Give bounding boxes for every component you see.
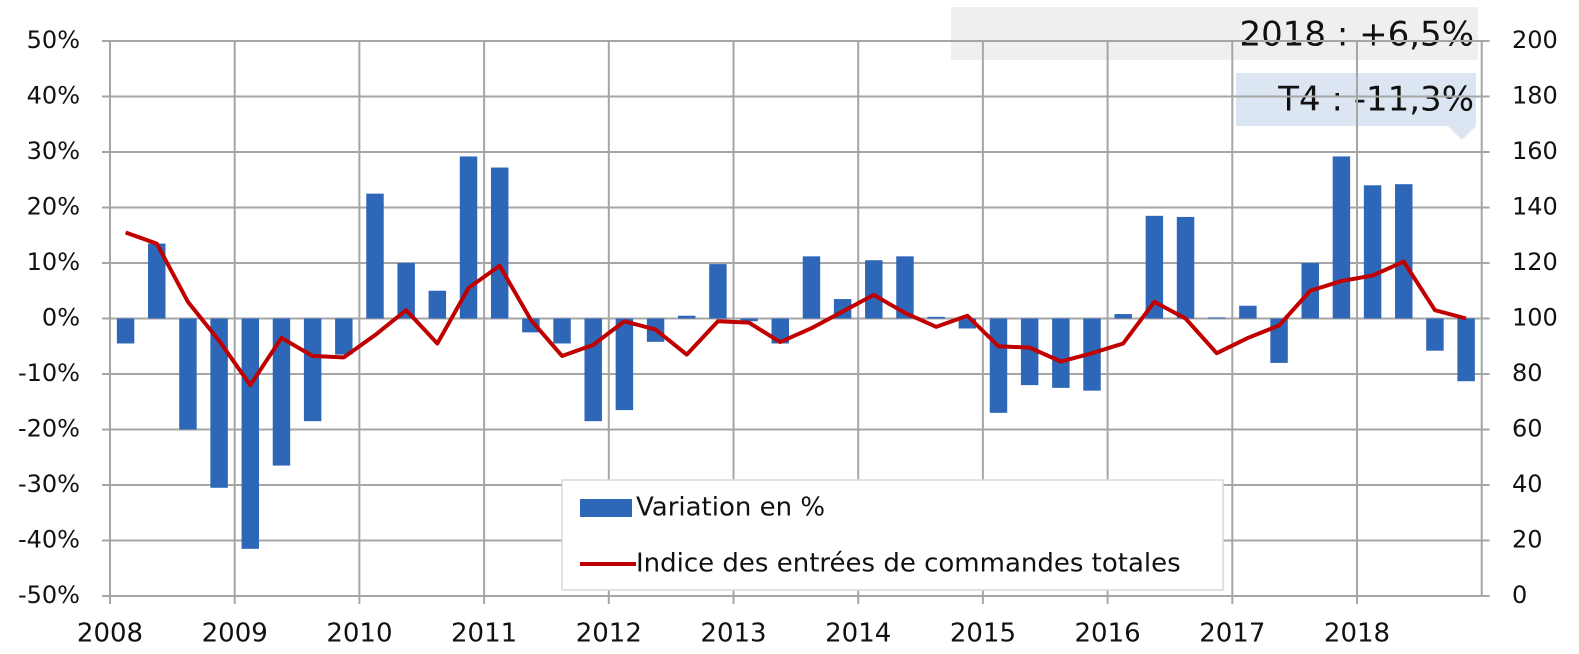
bar xyxy=(615,318,634,411)
x-tick-label: 2016 xyxy=(1075,619,1141,649)
bar xyxy=(678,315,696,319)
bar xyxy=(490,167,509,319)
legend-box xyxy=(561,479,1224,591)
x-tick-label: 2018 xyxy=(1324,619,1390,649)
bar xyxy=(303,318,322,422)
bar xyxy=(1052,318,1070,388)
bar xyxy=(116,318,135,344)
bar xyxy=(397,263,415,319)
bar xyxy=(709,264,727,319)
y2-tick-label: 0 xyxy=(1512,581,1527,609)
bar xyxy=(1332,156,1351,319)
y2-tick-label: 120 xyxy=(1512,248,1558,276)
line xyxy=(124,230,1467,388)
bar xyxy=(958,318,977,329)
y-tick-label: 0% xyxy=(42,304,80,332)
bar xyxy=(179,318,197,430)
x-tick-label: 2008 xyxy=(77,619,143,649)
bar xyxy=(989,318,1008,413)
bar xyxy=(428,290,447,319)
y2-tick-label: 160 xyxy=(1512,137,1558,165)
y-tick-label: 20% xyxy=(27,193,80,221)
x-tick-label: 2014 xyxy=(825,619,891,649)
bar xyxy=(1207,317,1226,319)
x-tick-label: 2011 xyxy=(451,619,517,649)
bar xyxy=(1020,318,1039,386)
bar xyxy=(241,318,260,549)
bar xyxy=(1145,215,1164,319)
bar xyxy=(553,318,571,344)
annotation-pointer xyxy=(1448,126,1476,140)
x-tick-label: 2017 xyxy=(1199,619,1265,649)
x-tick-label: 2012 xyxy=(576,619,642,649)
y2-tick-label: 80 xyxy=(1512,359,1543,387)
y2-tick-label: 200 xyxy=(1512,26,1558,54)
y-tick-label: -30% xyxy=(18,470,80,498)
x-tick-label: 2015 xyxy=(950,619,1016,649)
y-tick-label: -40% xyxy=(18,526,80,554)
bar xyxy=(927,316,945,319)
y-tick-label: -10% xyxy=(18,359,80,387)
annotation: T4 : -11,3% xyxy=(1277,80,1474,120)
y-tick-label: -20% xyxy=(18,415,80,443)
y-tick-label: 50% xyxy=(27,26,80,54)
annotation-box xyxy=(951,7,1478,60)
y2-tick-label: 180 xyxy=(1512,82,1558,110)
bar xyxy=(584,318,602,422)
legend-label: Variation en % xyxy=(636,493,825,523)
bar xyxy=(1457,318,1475,382)
y2-tick-label: 60 xyxy=(1512,415,1543,443)
bar xyxy=(366,193,384,319)
y-tick-label: 40% xyxy=(27,82,80,110)
bar xyxy=(335,318,353,355)
bar xyxy=(740,318,758,322)
y2-tick-label: 100 xyxy=(1512,304,1558,332)
x-tick-label: 2010 xyxy=(326,619,392,649)
bar xyxy=(1239,305,1257,319)
bar xyxy=(459,156,478,319)
bar xyxy=(1270,318,1288,363)
y2-tick-label: 20 xyxy=(1512,526,1543,554)
y-tick-label: 10% xyxy=(27,248,80,276)
bar xyxy=(1114,314,1132,319)
legend-swatch xyxy=(580,499,632,517)
legend-label: Indice des entrées de commandes totales xyxy=(636,549,1181,579)
bar xyxy=(148,243,166,319)
x-tick-label: 2013 xyxy=(700,619,766,649)
bar xyxy=(802,256,821,319)
bar xyxy=(1395,184,1413,319)
y2-tick-label: 40 xyxy=(1512,470,1543,498)
x-tick-label: 2009 xyxy=(202,619,268,649)
bar xyxy=(1176,216,1195,319)
y2-tick-label: 140 xyxy=(1512,193,1558,221)
bar xyxy=(272,318,291,466)
y-tick-label: 30% xyxy=(27,137,80,165)
bar xyxy=(1363,185,1382,319)
bar xyxy=(896,256,914,319)
y-tick-label: -50% xyxy=(18,581,80,609)
bar xyxy=(210,318,228,488)
bar xyxy=(1426,318,1444,351)
bar xyxy=(865,260,883,319)
